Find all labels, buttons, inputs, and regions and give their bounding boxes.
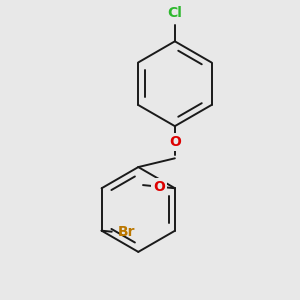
Text: O: O xyxy=(153,180,165,194)
Text: Br: Br xyxy=(118,225,135,239)
Text: Cl: Cl xyxy=(167,6,182,20)
Text: O: O xyxy=(169,135,181,149)
